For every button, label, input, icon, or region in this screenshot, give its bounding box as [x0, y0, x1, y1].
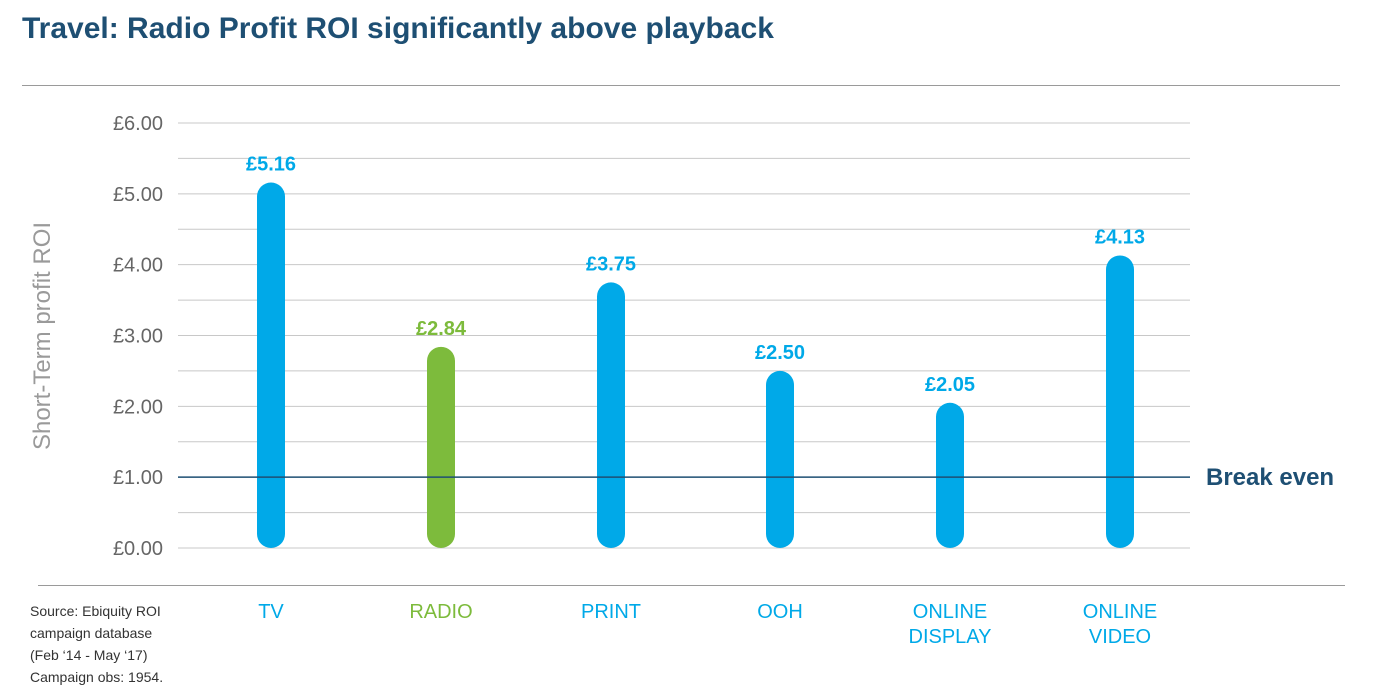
chart-title: Travel: Radio Profit ROI significantly a…: [22, 12, 774, 45]
bar-value-label: £3.75: [586, 253, 636, 275]
top-divider: [22, 85, 1340, 86]
y-tick-label: £3.00: [113, 326, 163, 348]
x-category-label: TV: [258, 601, 284, 623]
bar: [257, 182, 285, 548]
bar: [936, 402, 964, 548]
x-category-label: RADIO: [409, 601, 472, 623]
bar: [1106, 255, 1134, 549]
break-even-label: Break even: [1206, 464, 1334, 491]
y-axis-label: Short-Term profit ROI: [29, 222, 56, 450]
bar-value-label: £5.16: [246, 154, 296, 176]
bar-value-label: £4.13: [1095, 226, 1145, 248]
bar: [427, 346, 455, 548]
bar: [597, 282, 625, 548]
bar-value-label: £2.84: [416, 318, 467, 340]
source-line: (Feb ‘14 - May ‘17): [30, 647, 148, 663]
x-category-label: OOH: [757, 601, 803, 623]
y-tick-label: £2.00: [113, 396, 163, 418]
source-line: Source: Ebiquity ROI: [30, 603, 161, 619]
x-category-label: PRINT: [581, 601, 641, 623]
x-category-label: ONLINE: [1083, 601, 1157, 623]
x-category-label: VIDEO: [1089, 626, 1151, 648]
x-category-label: ONLINE: [913, 601, 987, 623]
bar: [766, 370, 794, 548]
source-line: Campaign obs: 1954.: [30, 669, 164, 685]
bar-value-label: £2.05: [925, 374, 975, 396]
y-tick-label: £4.00: [113, 255, 163, 277]
y-tick-label: £5.00: [113, 184, 163, 206]
y-tick-label: £0.00: [113, 538, 163, 560]
bar-value-label: £2.50: [755, 342, 805, 364]
y-tick-label: £6.00: [113, 113, 163, 135]
x-category-label: DISPLAY: [909, 626, 992, 648]
y-tick-label: £1.00: [113, 467, 163, 489]
source-note: Source: Ebiquity ROI campaign database (…: [30, 600, 200, 688]
bottom-divider: [38, 585, 1345, 586]
source-line: campaign database: [30, 625, 153, 641]
